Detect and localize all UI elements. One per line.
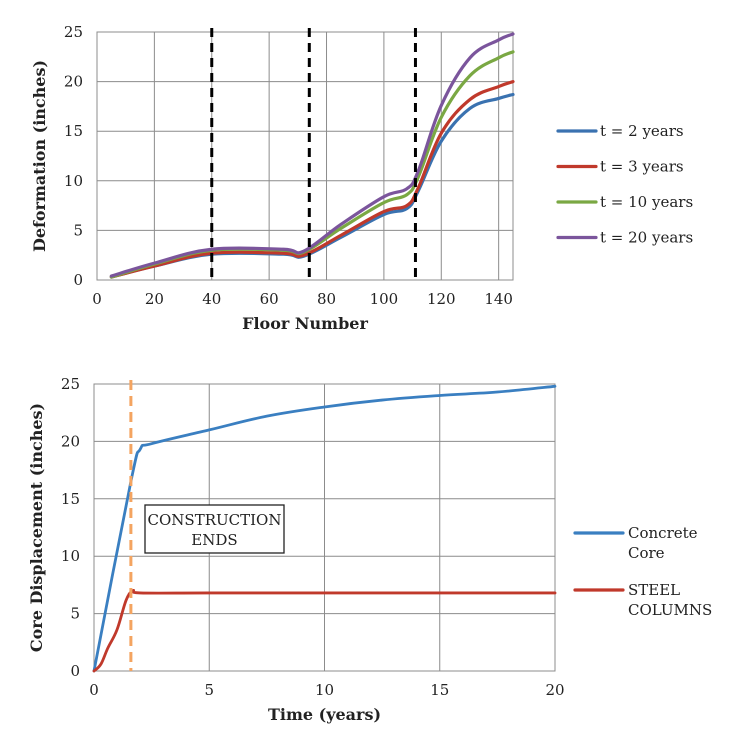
y-tick-label: 10 <box>61 547 80 565</box>
y-tick-label: 25 <box>61 375 80 393</box>
y-tick-label: 25 <box>64 23 83 41</box>
legend-label: t = 10 years <box>600 193 693 211</box>
x-tick-label: 60 <box>260 290 279 308</box>
x-tick-label: 80 <box>317 290 336 308</box>
x-tick-label: 10 <box>315 681 334 699</box>
legend-label-line: Concrete <box>628 524 698 542</box>
legend-label: t = 3 years <box>600 158 684 176</box>
series-line <box>109 92 515 279</box>
legend-label: t = 20 years <box>600 229 693 247</box>
annotation-text: ENDS <box>191 531 237 549</box>
y-axis-title: Core Displacement (inches) <box>27 403 46 652</box>
y-tick-label: 15 <box>64 122 83 140</box>
x-tick-label: 20 <box>145 290 164 308</box>
chart-1: 0 5 10 15 20 25 0 20 40 60 80 100 120 140 Floor Number… <box>30 23 693 333</box>
y-tick-label: 15 <box>61 490 80 508</box>
y-tick-label: 5 <box>73 221 83 239</box>
y-tick-label: 0 <box>73 271 83 289</box>
x-tick-label: 5 <box>204 681 214 699</box>
x-tick-label: 0 <box>89 681 99 699</box>
annotation-box <box>144 504 285 554</box>
x-tick-label: 20 <box>545 681 564 699</box>
legend: Concrete Core STEEL COLUMNS <box>573 524 712 619</box>
series-line <box>92 384 557 673</box>
x-tick-label: 0 <box>92 290 102 308</box>
legend-label-line: COLUMNS <box>628 601 712 619</box>
y-tick-label: 0 <box>70 662 80 680</box>
y-axis-title: Deformation (inches) <box>30 60 49 252</box>
legend-label-line: Core <box>628 544 665 562</box>
legend: t = 2 years t = 3 years t = 10 years t = 20… <box>556 122 693 247</box>
x-tick-label: 140 <box>484 290 513 308</box>
x-tick-label: 40 <box>202 290 221 308</box>
x-tick-label: 120 <box>427 290 456 308</box>
plot-area-frame <box>96 31 514 281</box>
series-line <box>109 32 515 278</box>
y-tick-label: 10 <box>64 172 83 190</box>
legend-label: t = 2 years <box>600 122 684 140</box>
legend-label: Concrete Core <box>628 524 698 562</box>
y-tick-label: 5 <box>70 605 80 623</box>
series-line <box>92 588 557 673</box>
y-tick-label: 20 <box>64 73 83 91</box>
y-tick-label: 20 <box>61 432 80 450</box>
x-tick-label: 15 <box>430 681 449 699</box>
x-tick-label: 100 <box>370 290 399 308</box>
annotation-text: CONSTRUCTION <box>148 511 282 529</box>
x-axis-title: Floor Number <box>242 314 368 333</box>
x-axis-title: Time (years) <box>268 705 381 724</box>
legend-label: STEEL COLUMNS <box>628 581 712 619</box>
chart-2: 0 5 10 15 20 25 0 5 10 15 20 Time (years) Core Displ… <box>27 375 712 724</box>
legend-label-line: STEEL <box>628 581 680 599</box>
